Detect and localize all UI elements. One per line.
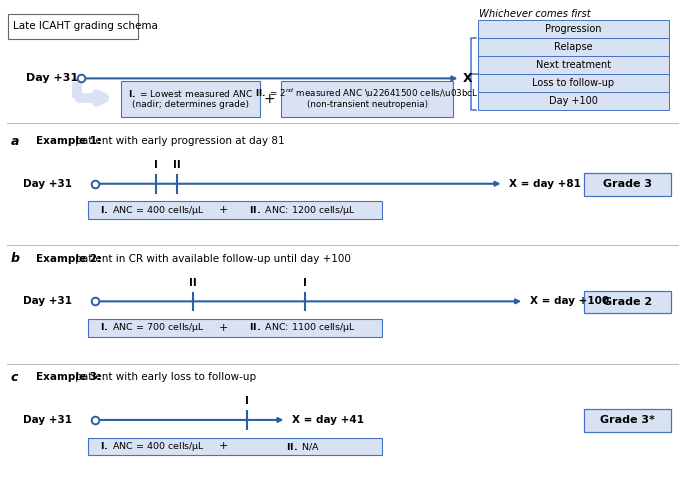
Text: Example 1:: Example 1: — [36, 136, 101, 146]
FancyBboxPatch shape — [88, 438, 382, 455]
Text: $\bf{II.}$ ANC: 1200 cells/μL: $\bf{II.}$ ANC: 1200 cells/μL — [249, 204, 356, 217]
FancyBboxPatch shape — [584, 291, 671, 313]
Text: $\bf{II.}$ = 2$^{nd}$ measured ANC \u22641500 cells/\u03bcL: $\bf{II.}$ = 2$^{nd}$ measured ANC \u226… — [256, 87, 479, 99]
Text: Late ICAHT grading schema: Late ICAHT grading schema — [13, 22, 158, 31]
FancyBboxPatch shape — [281, 81, 453, 117]
Text: Grade 3: Grade 3 — [603, 179, 652, 189]
Text: +: + — [264, 92, 275, 106]
Text: $\bf{II.}$ N/A: $\bf{II.}$ N/A — [286, 441, 320, 452]
Text: Day +31: Day +31 — [23, 415, 72, 425]
Text: +: + — [219, 205, 228, 215]
Text: +: + — [219, 441, 228, 451]
Text: Day +31: Day +31 — [23, 179, 72, 189]
Text: X: X — [463, 72, 473, 85]
Text: a: a — [11, 135, 19, 147]
Text: Relapse: Relapse — [554, 42, 593, 52]
Text: patient with early loss to follow-up: patient with early loss to follow-up — [72, 372, 256, 382]
Text: Grade 2: Grade 2 — [603, 297, 652, 307]
Text: II: II — [189, 278, 197, 288]
Text: X = day +100: X = day +100 — [530, 296, 609, 306]
Text: Next treatment: Next treatment — [536, 60, 611, 70]
FancyBboxPatch shape — [88, 319, 382, 337]
Text: Day +100: Day +100 — [549, 96, 598, 106]
FancyBboxPatch shape — [8, 14, 138, 39]
Text: II: II — [173, 160, 181, 170]
Text: X = day +41: X = day +41 — [292, 415, 364, 425]
Text: $\bf{II.}$ ANC: 1100 cells/μL: $\bf{II.}$ ANC: 1100 cells/μL — [249, 321, 356, 334]
Text: Day +31: Day +31 — [26, 74, 78, 83]
FancyBboxPatch shape — [478, 20, 669, 38]
Text: Example 2:: Example 2: — [36, 254, 101, 264]
Text: I: I — [303, 278, 307, 288]
FancyBboxPatch shape — [121, 81, 260, 117]
Text: $\bf{I.}$ ANC = 400 cells/μL: $\bf{I.}$ ANC = 400 cells/μL — [100, 204, 205, 217]
Text: X = day +81: X = day +81 — [509, 179, 581, 189]
FancyBboxPatch shape — [478, 56, 669, 74]
FancyBboxPatch shape — [584, 409, 671, 432]
Text: patient with early progression at day 81: patient with early progression at day 81 — [72, 136, 284, 146]
Text: Progression: Progression — [545, 24, 601, 34]
Text: $\bf{I.}$ ANC = 700 cells/μL: $\bf{I.}$ ANC = 700 cells/μL — [100, 321, 205, 334]
FancyBboxPatch shape — [478, 38, 669, 56]
Text: Grade 3*: Grade 3* — [600, 416, 655, 425]
Text: patient in CR with available follow-up until day +100: patient in CR with available follow-up u… — [72, 254, 351, 264]
FancyBboxPatch shape — [584, 173, 671, 196]
Text: $\bf{I.}$ ANC = 400 cells/μL: $\bf{I.}$ ANC = 400 cells/μL — [100, 440, 205, 453]
Text: Example 3:: Example 3: — [36, 372, 101, 382]
Text: $\bf{I.}$ = Lowest measured ANC: $\bf{I.}$ = Lowest measured ANC — [128, 88, 253, 98]
Text: I: I — [245, 396, 249, 406]
FancyBboxPatch shape — [88, 201, 382, 219]
Text: +: + — [219, 323, 228, 333]
Text: (nadir; determines grade): (nadir; determines grade) — [132, 100, 249, 109]
Text: Whichever comes first: Whichever comes first — [479, 9, 591, 19]
Text: b: b — [11, 252, 20, 265]
FancyBboxPatch shape — [478, 74, 669, 92]
Text: c: c — [11, 371, 18, 384]
Text: I: I — [154, 160, 158, 170]
Text: Loss to follow-up: Loss to follow-up — [532, 78, 614, 88]
Text: (non-transient neutropenia): (non-transient neutropenia) — [307, 100, 427, 109]
Text: Day +31: Day +31 — [23, 296, 72, 306]
FancyBboxPatch shape — [478, 92, 669, 110]
